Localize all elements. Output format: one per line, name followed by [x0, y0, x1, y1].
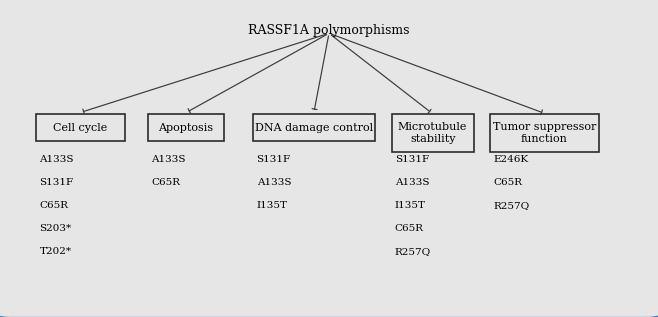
FancyBboxPatch shape: [392, 114, 474, 152]
Text: S131F: S131F: [395, 155, 429, 164]
Text: S131F: S131F: [257, 155, 291, 164]
Text: E246K: E246K: [494, 155, 528, 164]
Text: S131F: S131F: [39, 178, 74, 187]
FancyBboxPatch shape: [490, 114, 599, 152]
Text: S203*: S203*: [39, 224, 72, 233]
Text: A133S: A133S: [257, 178, 291, 187]
Text: RASSF1A polymorphisms: RASSF1A polymorphisms: [248, 23, 410, 37]
Text: A133S: A133S: [395, 178, 429, 187]
Text: C65R: C65R: [494, 178, 522, 187]
Text: Cell cycle: Cell cycle: [53, 123, 108, 133]
FancyBboxPatch shape: [148, 114, 224, 141]
Text: C65R: C65R: [151, 178, 180, 187]
Text: Tumor suppressor
function: Tumor suppressor function: [493, 122, 596, 144]
Text: R257Q: R257Q: [395, 247, 431, 256]
Text: T202*: T202*: [39, 247, 72, 256]
Text: A133S: A133S: [151, 155, 186, 164]
Text: I135T: I135T: [395, 201, 426, 210]
Text: I135T: I135T: [257, 201, 288, 210]
FancyBboxPatch shape: [36, 114, 125, 141]
Text: C65R: C65R: [39, 201, 68, 210]
Text: Microtubule
stability: Microtubule stability: [398, 122, 467, 144]
Text: DNA damage control: DNA damage control: [255, 123, 373, 133]
Text: Apoptosis: Apoptosis: [159, 123, 213, 133]
Text: A133S: A133S: [39, 155, 74, 164]
FancyBboxPatch shape: [253, 114, 375, 141]
Text: R257Q: R257Q: [494, 201, 530, 210]
Text: C65R: C65R: [395, 224, 424, 233]
